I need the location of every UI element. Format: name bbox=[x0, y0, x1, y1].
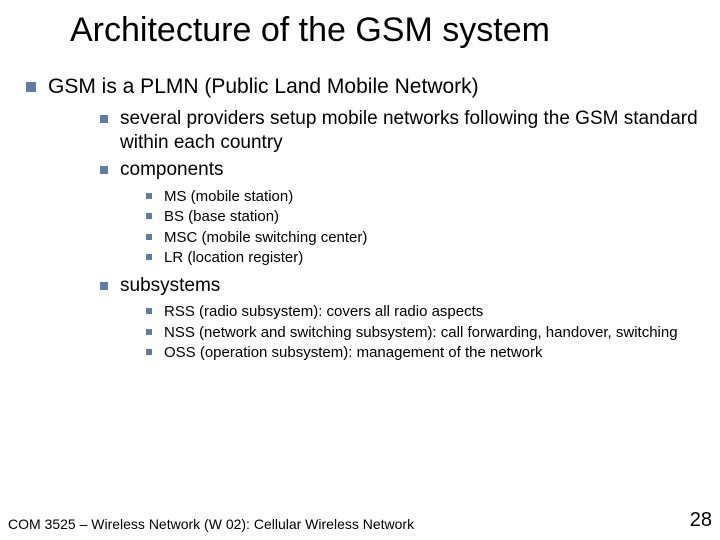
slide: Architecture of the GSM system GSM is a … bbox=[0, 0, 720, 540]
square-bullet-icon bbox=[146, 254, 152, 260]
footer: COM 3525 – Wireless Network (W 02): Cell… bbox=[8, 509, 712, 532]
bullet-text: GSM is a PLMN (Public Land Mobile Networ… bbox=[48, 73, 479, 100]
square-bullet-icon bbox=[146, 193, 152, 199]
square-bullet-icon bbox=[146, 308, 152, 314]
bullet-text: MSC (mobile switching center) bbox=[164, 228, 367, 248]
bullet-level3: LR (location register) bbox=[146, 248, 700, 268]
bullet-text: BS (base station) bbox=[164, 207, 279, 227]
bullet-level2: components bbox=[100, 158, 700, 183]
page-number: 28 bbox=[690, 509, 712, 532]
bullet-text: RSS (radio subsystem): covers all radio … bbox=[164, 302, 483, 322]
bullet-level2: several providers setup mobile networks … bbox=[100, 107, 700, 156]
bullet-level3: MS (mobile station) bbox=[146, 187, 700, 207]
bullet-level1: GSM is a PLMN (Public Land Mobile Networ… bbox=[26, 73, 700, 100]
bullet-text: several providers setup mobile networks … bbox=[120, 107, 700, 156]
bullet-text: components bbox=[120, 158, 224, 183]
bullet-text: LR (location register) bbox=[164, 248, 303, 268]
square-bullet-icon bbox=[146, 329, 152, 335]
footer-course: COM 3525 – Wireless Network (W 02): Cell… bbox=[8, 516, 414, 532]
bullet-text: OSS (operation subsystem): management of… bbox=[164, 343, 543, 363]
square-bullet-icon bbox=[146, 349, 152, 355]
bullet-text: MS (mobile station) bbox=[164, 187, 293, 207]
bullet-level3: MSC (mobile switching center) bbox=[146, 228, 700, 248]
bullet-text: NSS (network and switching subsystem): c… bbox=[164, 323, 678, 343]
square-bullet-icon bbox=[26, 82, 36, 92]
square-bullet-icon bbox=[100, 166, 108, 174]
bullet-level3: NSS (network and switching subsystem): c… bbox=[146, 323, 700, 343]
bullet-level3: RSS (radio subsystem): covers all radio … bbox=[146, 302, 700, 322]
bullet-text: subsystems bbox=[120, 274, 220, 299]
slide-title: Architecture of the GSM system bbox=[70, 12, 700, 49]
bullet-level3: OSS (operation subsystem): management of… bbox=[146, 343, 700, 363]
bullet-level2: subsystems bbox=[100, 274, 700, 299]
square-bullet-icon bbox=[100, 115, 108, 123]
components-list: MS (mobile station) BS (base station) MS… bbox=[70, 187, 700, 268]
square-bullet-icon bbox=[100, 282, 108, 290]
square-bullet-icon bbox=[146, 234, 152, 240]
bullet-level3: BS (base station) bbox=[146, 207, 700, 227]
square-bullet-icon bbox=[146, 213, 152, 219]
subsystems-list: RSS (radio subsystem): covers all radio … bbox=[70, 302, 700, 363]
